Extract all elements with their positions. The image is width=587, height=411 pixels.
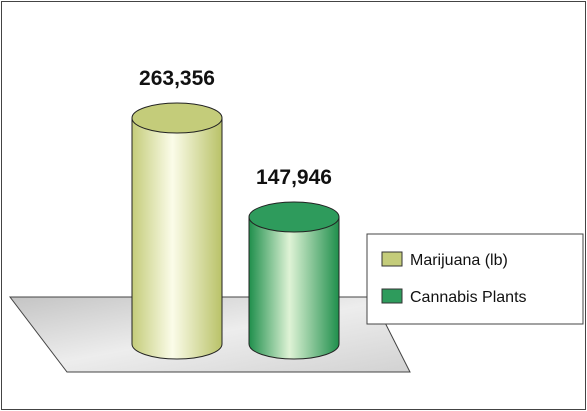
data-label-marijuana: 263,356 [139,67,215,90]
legend-swatch-marijuana [381,251,403,267]
legend-label-cannabis-plants: Cannabis Plants [410,289,527,306]
legend: Marijuana (lb) Cannabis Plants [366,233,584,325]
bar-cannabis-plants [248,216,340,360]
legend-label-marijuana: Marijuana (lb) [410,252,508,269]
bar-top-cannabis-plants [248,201,340,233]
bar-marijuana [131,117,223,360]
bars-group [131,102,340,360]
legend-swatch-cannabis-plants [381,288,403,304]
bar-top-marijuana [131,102,223,134]
data-label-cannabis-plants: 147,946 [256,166,332,189]
legend-box [366,233,584,325]
